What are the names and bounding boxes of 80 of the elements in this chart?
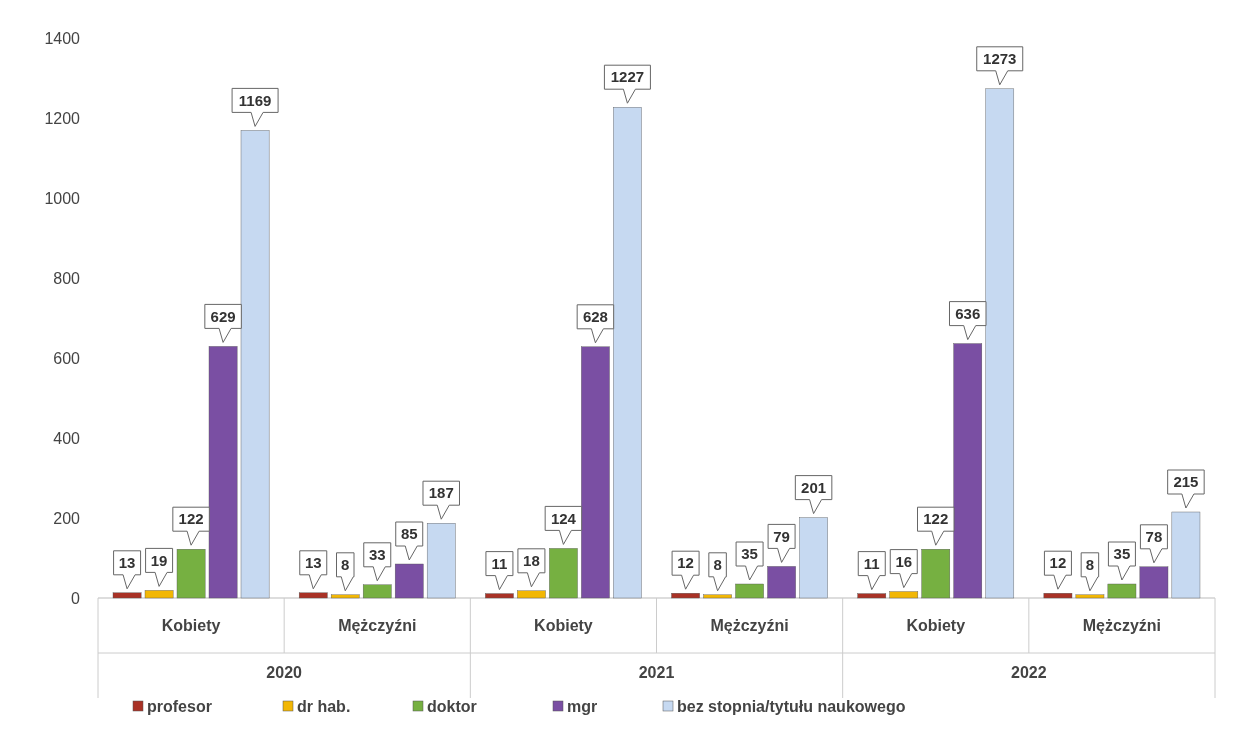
data-label: 201 <box>801 478 827 496</box>
bar <box>426 523 456 599</box>
y-tick-label: 1200 <box>44 109 81 127</box>
data-label: 35 <box>741 545 758 563</box>
x-tick-label: Kobiety <box>906 617 966 634</box>
y-tick-label: 0 <box>71 589 81 607</box>
x-tick-label: Kobiety <box>161 617 221 634</box>
bar <box>703 594 732 599</box>
bar <box>112 592 142 599</box>
y-tick-label: 600 <box>53 349 81 367</box>
data-label: 122 <box>923 510 949 528</box>
bar <box>985 88 1015 599</box>
bar <box>208 346 238 599</box>
text: 2021 <box>638 664 675 681</box>
data-label: 78 <box>1145 528 1163 546</box>
data-label: 8 <box>341 556 350 574</box>
data-label: 18 <box>523 552 540 570</box>
bar <box>921 549 951 599</box>
data-label: 628 <box>582 308 608 326</box>
data-label: 629 <box>210 307 236 325</box>
x-tick-label: Mężczyźni <box>338 617 417 634</box>
data-label: 636 <box>955 304 981 322</box>
bar <box>144 590 174 599</box>
bar <box>485 593 514 599</box>
bar <box>1139 566 1169 599</box>
data-label: 33 <box>368 546 386 564</box>
bar <box>857 593 887 599</box>
data-label: 8 <box>1085 556 1095 574</box>
legend-label: mgr <box>567 697 598 715</box>
data-label: 13 <box>304 554 322 572</box>
data-label: 122 <box>178 510 204 528</box>
data-label: 79 <box>773 527 790 545</box>
data-label: 11 <box>863 554 880 572</box>
bar <box>330 594 360 599</box>
y-tick-label: 400 <box>53 429 81 447</box>
y-tick-label: 800 <box>53 269 81 287</box>
bar <box>362 584 392 599</box>
data-label: 1227 <box>610 68 645 86</box>
data-label: 1273 <box>983 50 1017 68</box>
text: 2020 <box>266 664 303 681</box>
y-tick-label: 1000 <box>44 189 81 207</box>
y-tick-label: 200 <box>53 509 81 527</box>
bar <box>671 593 700 599</box>
y-tick-label: 1400 <box>44 29 81 47</box>
data-label: 1169 <box>238 91 272 109</box>
x-tick-label: Mężczyźni <box>1082 617 1162 634</box>
data-label: 12 <box>677 554 694 572</box>
data-label: 12 <box>1049 554 1067 572</box>
bar <box>1075 594 1105 599</box>
bar <box>889 591 919 599</box>
data-label: 11 <box>491 554 508 572</box>
data-label: 187 <box>428 484 454 502</box>
bar <box>767 566 796 599</box>
data-label: 85 <box>400 525 418 543</box>
bar <box>549 548 578 599</box>
bar <box>953 343 983 599</box>
legend-label: bez stopnia/tytułu naukowego <box>677 697 906 715</box>
legend-label: doktor <box>427 697 477 715</box>
bar <box>581 346 610 599</box>
text: 2022 <box>1011 664 1047 681</box>
data-label: 19 <box>150 551 168 569</box>
data-label: 215 <box>1173 473 1199 491</box>
legend-label: dr hab. <box>297 697 351 715</box>
bar <box>298 592 328 599</box>
bar <box>1171 511 1201 599</box>
bar <box>517 590 546 599</box>
x-tick-label: Mężczyźni <box>710 617 789 634</box>
legend-label: profesor <box>147 697 212 715</box>
data-label: 35 <box>1113 545 1131 563</box>
bar <box>735 583 764 599</box>
bar <box>613 107 642 599</box>
data-label: 13 <box>118 554 136 572</box>
data-label: 124 <box>550 509 577 527</box>
bar <box>240 130 270 599</box>
data-label: 8 <box>713 556 722 574</box>
x-tick-label: Kobiety <box>534 617 593 634</box>
bar <box>1043 593 1073 599</box>
bar <box>1107 583 1137 599</box>
data-label: 16 <box>895 552 913 570</box>
bar <box>799 517 828 599</box>
